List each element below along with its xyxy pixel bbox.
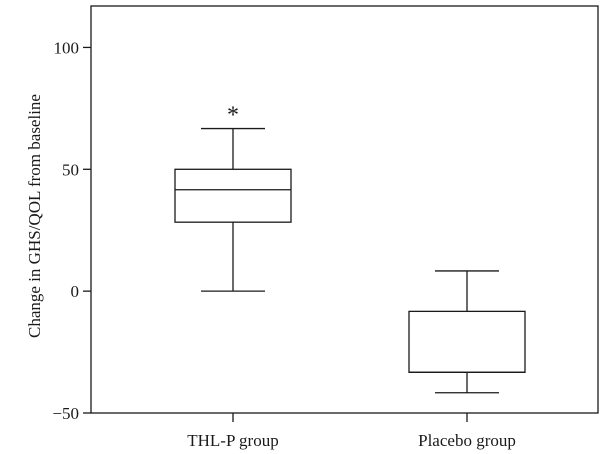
- significance-marker: *: [227, 103, 239, 129]
- y-tick-label: 0: [71, 282, 80, 301]
- boxes: *: [174, 103, 526, 394]
- y-tick-label: −50: [52, 404, 79, 423]
- y-tick-label: 100: [54, 38, 80, 57]
- box-1: *: [174, 103, 292, 292]
- box-iqr: [174, 168, 292, 223]
- x-tick-label: THL-P group: [187, 431, 278, 450]
- x-tick-label: Placebo group: [418, 431, 516, 450]
- axes: [90, 5, 599, 414]
- box-iqr: [408, 310, 526, 373]
- y-tick-label: 50: [62, 160, 79, 179]
- y-axis-label: Change in GHS/QOL from baseline: [25, 94, 44, 338]
- x-ticks: THL-P group Placebo group: [187, 413, 516, 450]
- box-2: [408, 270, 526, 394]
- y-ticks: 100 50 0 −50: [52, 38, 91, 423]
- plot-frame: [90, 5, 599, 414]
